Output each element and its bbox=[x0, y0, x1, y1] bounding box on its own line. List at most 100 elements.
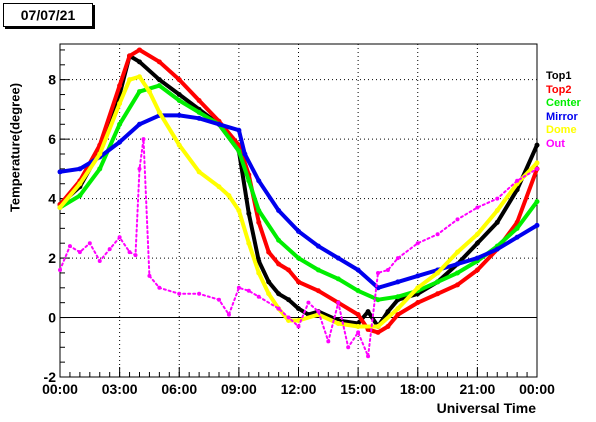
data-point-out bbox=[226, 312, 231, 317]
data-point-top1 bbox=[276, 291, 282, 297]
data-point-top1 bbox=[176, 92, 182, 98]
data-point-dome bbox=[415, 285, 421, 291]
data-point-top2 bbox=[355, 312, 361, 318]
data-point-out bbox=[117, 235, 122, 240]
data-point-mirror bbox=[137, 121, 142, 127]
x-tick-label: 12:00 bbox=[281, 381, 317, 397]
legend-entry-mirror: Mirror bbox=[546, 110, 578, 123]
data-point-top2 bbox=[435, 291, 441, 297]
data-point-center bbox=[315, 267, 321, 273]
data-point-center bbox=[137, 89, 142, 95]
y-tick-label: 0 bbox=[48, 310, 56, 326]
data-point-top1 bbox=[286, 297, 292, 303]
data-point-out bbox=[77, 250, 82, 255]
data-point-out bbox=[67, 244, 72, 249]
data-point-top1 bbox=[137, 59, 142, 65]
data-point-dome bbox=[474, 231, 480, 237]
data-point-out bbox=[336, 300, 341, 305]
y-tick-label: 2 bbox=[48, 250, 56, 266]
data-point-center bbox=[117, 121, 123, 127]
data-point-top1 bbox=[494, 219, 500, 225]
data-point-out bbox=[276, 306, 281, 311]
data-point-top2 bbox=[156, 59, 162, 65]
chart-title: 07/07/21 bbox=[3, 3, 93, 27]
data-point-dome bbox=[534, 160, 540, 166]
data-point-out bbox=[58, 267, 62, 272]
data-point-top2 bbox=[375, 329, 381, 335]
x-tick-label: 15:00 bbox=[340, 381, 376, 397]
data-point-mirror bbox=[474, 255, 480, 261]
series-line-center bbox=[58, 83, 539, 302]
data-point-out bbox=[475, 205, 480, 210]
data-point-dome bbox=[236, 208, 242, 213]
data-point-mirror bbox=[296, 228, 301, 234]
data-point-top2 bbox=[176, 77, 182, 83]
data-point-top1 bbox=[266, 279, 272, 285]
x-tick-label: 06:00 bbox=[161, 381, 197, 397]
data-point-out bbox=[177, 291, 182, 296]
data-point-mirror bbox=[176, 112, 182, 118]
data-point-out bbox=[415, 241, 420, 246]
series-line-mirror bbox=[58, 113, 539, 290]
data-point-center bbox=[236, 148, 242, 154]
data-point-center bbox=[455, 270, 460, 276]
data-point-out bbox=[256, 294, 261, 299]
legend-entry-dome: Dome bbox=[546, 124, 577, 137]
data-point-center bbox=[395, 294, 401, 300]
data-point-center bbox=[196, 109, 202, 115]
data-point-mirror bbox=[315, 243, 321, 249]
data-point-mirror bbox=[415, 273, 421, 279]
data-point-out bbox=[376, 270, 380, 275]
data-point-dome bbox=[375, 323, 381, 329]
data-point-center bbox=[77, 193, 83, 199]
data-point-top2 bbox=[196, 97, 202, 103]
data-point-dome bbox=[246, 240, 252, 246]
data-point-top2 bbox=[455, 282, 460, 288]
data-point-out bbox=[395, 256, 400, 261]
data-point-center bbox=[246, 178, 252, 184]
x-tick-label: 00:00 bbox=[519, 381, 555, 397]
x-tick-label: 21:00 bbox=[459, 381, 495, 397]
data-point-out bbox=[455, 217, 460, 222]
y-tick-label: -2 bbox=[44, 369, 57, 385]
data-point-dome bbox=[335, 320, 341, 326]
data-point-out bbox=[296, 324, 301, 329]
data-point-dome bbox=[127, 77, 133, 83]
data-point-mirror bbox=[256, 178, 262, 184]
data-point-top2 bbox=[266, 249, 272, 255]
data-point-center bbox=[514, 225, 520, 231]
data-point-out bbox=[435, 232, 440, 237]
x-tick-label: 03:00 bbox=[102, 381, 138, 397]
data-point-center bbox=[256, 208, 262, 213]
x-tick-label: 00:00 bbox=[42, 381, 78, 397]
data-point-out bbox=[217, 297, 221, 302]
legend-entry-out: Out bbox=[546, 137, 565, 150]
legend-entry-top2: Top2 bbox=[546, 83, 572, 96]
data-point-out bbox=[535, 166, 539, 171]
data-point-mirror bbox=[242, 151, 248, 157]
data-point-dome bbox=[57, 205, 63, 211]
data-point-out bbox=[197, 291, 202, 296]
x-axis-label: Universal Time bbox=[436, 400, 536, 416]
series-line-dome bbox=[58, 74, 539, 329]
data-point-top2 bbox=[474, 267, 480, 273]
data-point-top2 bbox=[415, 300, 421, 306]
data-point-center bbox=[435, 279, 441, 285]
data-point-top2 bbox=[296, 279, 301, 285]
data-point-dome bbox=[286, 318, 292, 324]
data-point-dome bbox=[97, 151, 103, 157]
data-point-dome bbox=[117, 100, 123, 106]
data-point-mirror bbox=[276, 208, 282, 213]
data-point-dome bbox=[435, 270, 441, 276]
data-point-mirror bbox=[216, 121, 222, 127]
data-point-out bbox=[107, 247, 112, 252]
data-point-center bbox=[97, 166, 103, 172]
data-point-mirror bbox=[534, 222, 540, 228]
data-point-mirror bbox=[236, 127, 242, 133]
y-tick-label: 6 bbox=[48, 131, 56, 147]
data-point-mirror bbox=[355, 267, 361, 273]
data-point-out bbox=[137, 166, 142, 171]
data-point-out bbox=[326, 339, 331, 344]
data-point-dome bbox=[455, 249, 460, 255]
